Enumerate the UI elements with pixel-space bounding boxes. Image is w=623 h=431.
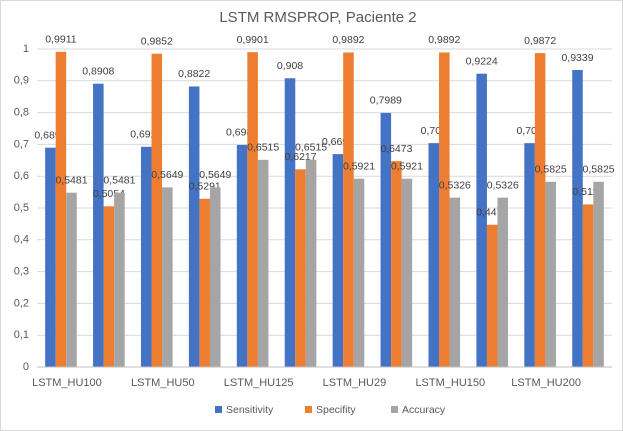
x-tick-label: LSTM_HU50 (131, 377, 195, 389)
data-label: 0,5921 (391, 160, 423, 172)
data-label: 0,908 (277, 60, 303, 72)
chart-title: LSTM RMSPROP, Paciente 2 (219, 9, 416, 26)
bar (391, 161, 402, 367)
bar (380, 112, 392, 367)
legend-label: Specifity (316, 404, 356, 416)
bar (582, 204, 594, 367)
bar (284, 78, 296, 368)
legend-swatch (391, 406, 398, 413)
data-label: 0,5649 (151, 169, 183, 181)
data-label: 0,5649 (199, 169, 231, 181)
data-label: 0,6515 (247, 142, 279, 154)
bar (353, 178, 365, 367)
data-label: 0,6515 (295, 142, 327, 154)
data-label: 0,5825 (583, 164, 615, 176)
y-tick-label: 0,3 (14, 266, 29, 278)
y-tick-label: 0,6 (14, 170, 29, 182)
bar (593, 181, 604, 367)
bar (486, 224, 498, 367)
legend-swatch (215, 406, 222, 413)
data-label: 0,9911 (45, 34, 76, 46)
bar (114, 192, 125, 367)
legend-label: Sensitivity (226, 404, 274, 416)
bar (209, 187, 221, 367)
bar (343, 52, 354, 368)
y-tick-label: 1 (23, 43, 29, 55)
data-label: 0,5481 (55, 174, 87, 186)
data-label: 0,5921 (343, 160, 375, 172)
bar (199, 198, 210, 367)
x-tick-label: LSTM_HU29 (323, 377, 387, 389)
data-label: 0,5825 (535, 164, 567, 176)
bar (428, 143, 440, 367)
y-tick-label: 0,1 (14, 329, 29, 341)
data-label: 0,9901 (237, 34, 269, 46)
bar (332, 154, 344, 367)
data-label: 0,5326 (487, 179, 519, 191)
y-tick-label: 0,7 (14, 138, 29, 150)
data-label: 0,9224 (466, 55, 498, 67)
bar (236, 144, 248, 367)
bar (162, 187, 173, 367)
y-tick-label: 0,8 (14, 107, 29, 119)
x-tick-label: LSTM_HU200 (511, 377, 581, 389)
bar (572, 70, 583, 367)
data-label: 0,5481 (103, 174, 135, 186)
y-tick-label: 0,2 (14, 297, 29, 309)
data-label: 0,9852 (141, 35, 173, 47)
data-label: 0,9892 (428, 34, 460, 46)
bar (103, 206, 115, 367)
x-tick-label: LSTM_HU125 (224, 377, 294, 389)
legend-swatch (305, 406, 312, 413)
bar (247, 52, 258, 368)
bar (295, 169, 306, 367)
data-label: 0,9339 (561, 52, 593, 64)
bar (151, 53, 163, 368)
y-tick-label: 0,4 (14, 234, 29, 246)
bar (188, 86, 200, 368)
bar (497, 197, 509, 367)
y-tick-label: 0,5 (14, 202, 29, 214)
bar (401, 178, 413, 367)
bar (534, 53, 546, 367)
data-label: 0,5326 (439, 179, 471, 191)
bar (449, 197, 461, 367)
legend-label: Accuracy (402, 404, 446, 416)
x-tick-label: LSTM_HU100 (32, 377, 102, 389)
data-label: 0,6473 (380, 143, 412, 155)
data-label: 0,9892 (332, 34, 364, 46)
bar (55, 51, 67, 367)
bar (66, 192, 77, 367)
data-label: 0,9872 (524, 35, 556, 47)
bar (257, 159, 269, 367)
data-label: 0,8908 (82, 66, 114, 78)
bar (305, 159, 317, 367)
y-tick-label: 0 (23, 361, 29, 373)
bar (140, 146, 152, 367)
bar (439, 52, 450, 368)
bar (545, 181, 556, 367)
x-tick-label: LSTM_HU150 (415, 377, 485, 389)
bar (476, 73, 487, 367)
data-label: 0,8822 (178, 68, 210, 80)
bar (93, 83, 104, 368)
y-tick-label: 0,9 (14, 75, 29, 87)
bar (524, 143, 535, 367)
data-label: 0,7989 (370, 95, 402, 107)
bar (45, 147, 56, 367)
